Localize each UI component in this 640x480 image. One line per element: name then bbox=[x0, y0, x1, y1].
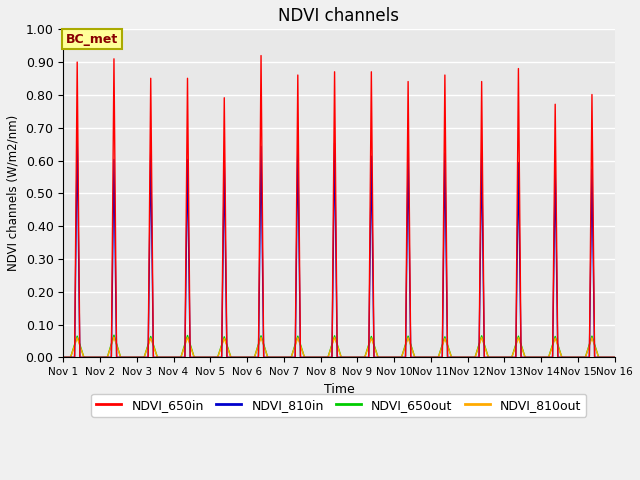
Text: BC_met: BC_met bbox=[66, 33, 118, 46]
Y-axis label: NDVI channels (W/m2/nm): NDVI channels (W/m2/nm) bbox=[7, 115, 20, 272]
Legend: NDVI_650in, NDVI_810in, NDVI_650out, NDVI_810out: NDVI_650in, NDVI_810in, NDVI_650out, NDV… bbox=[92, 394, 586, 417]
X-axis label: Time: Time bbox=[324, 383, 355, 396]
Title: NDVI channels: NDVI channels bbox=[278, 7, 399, 25]
